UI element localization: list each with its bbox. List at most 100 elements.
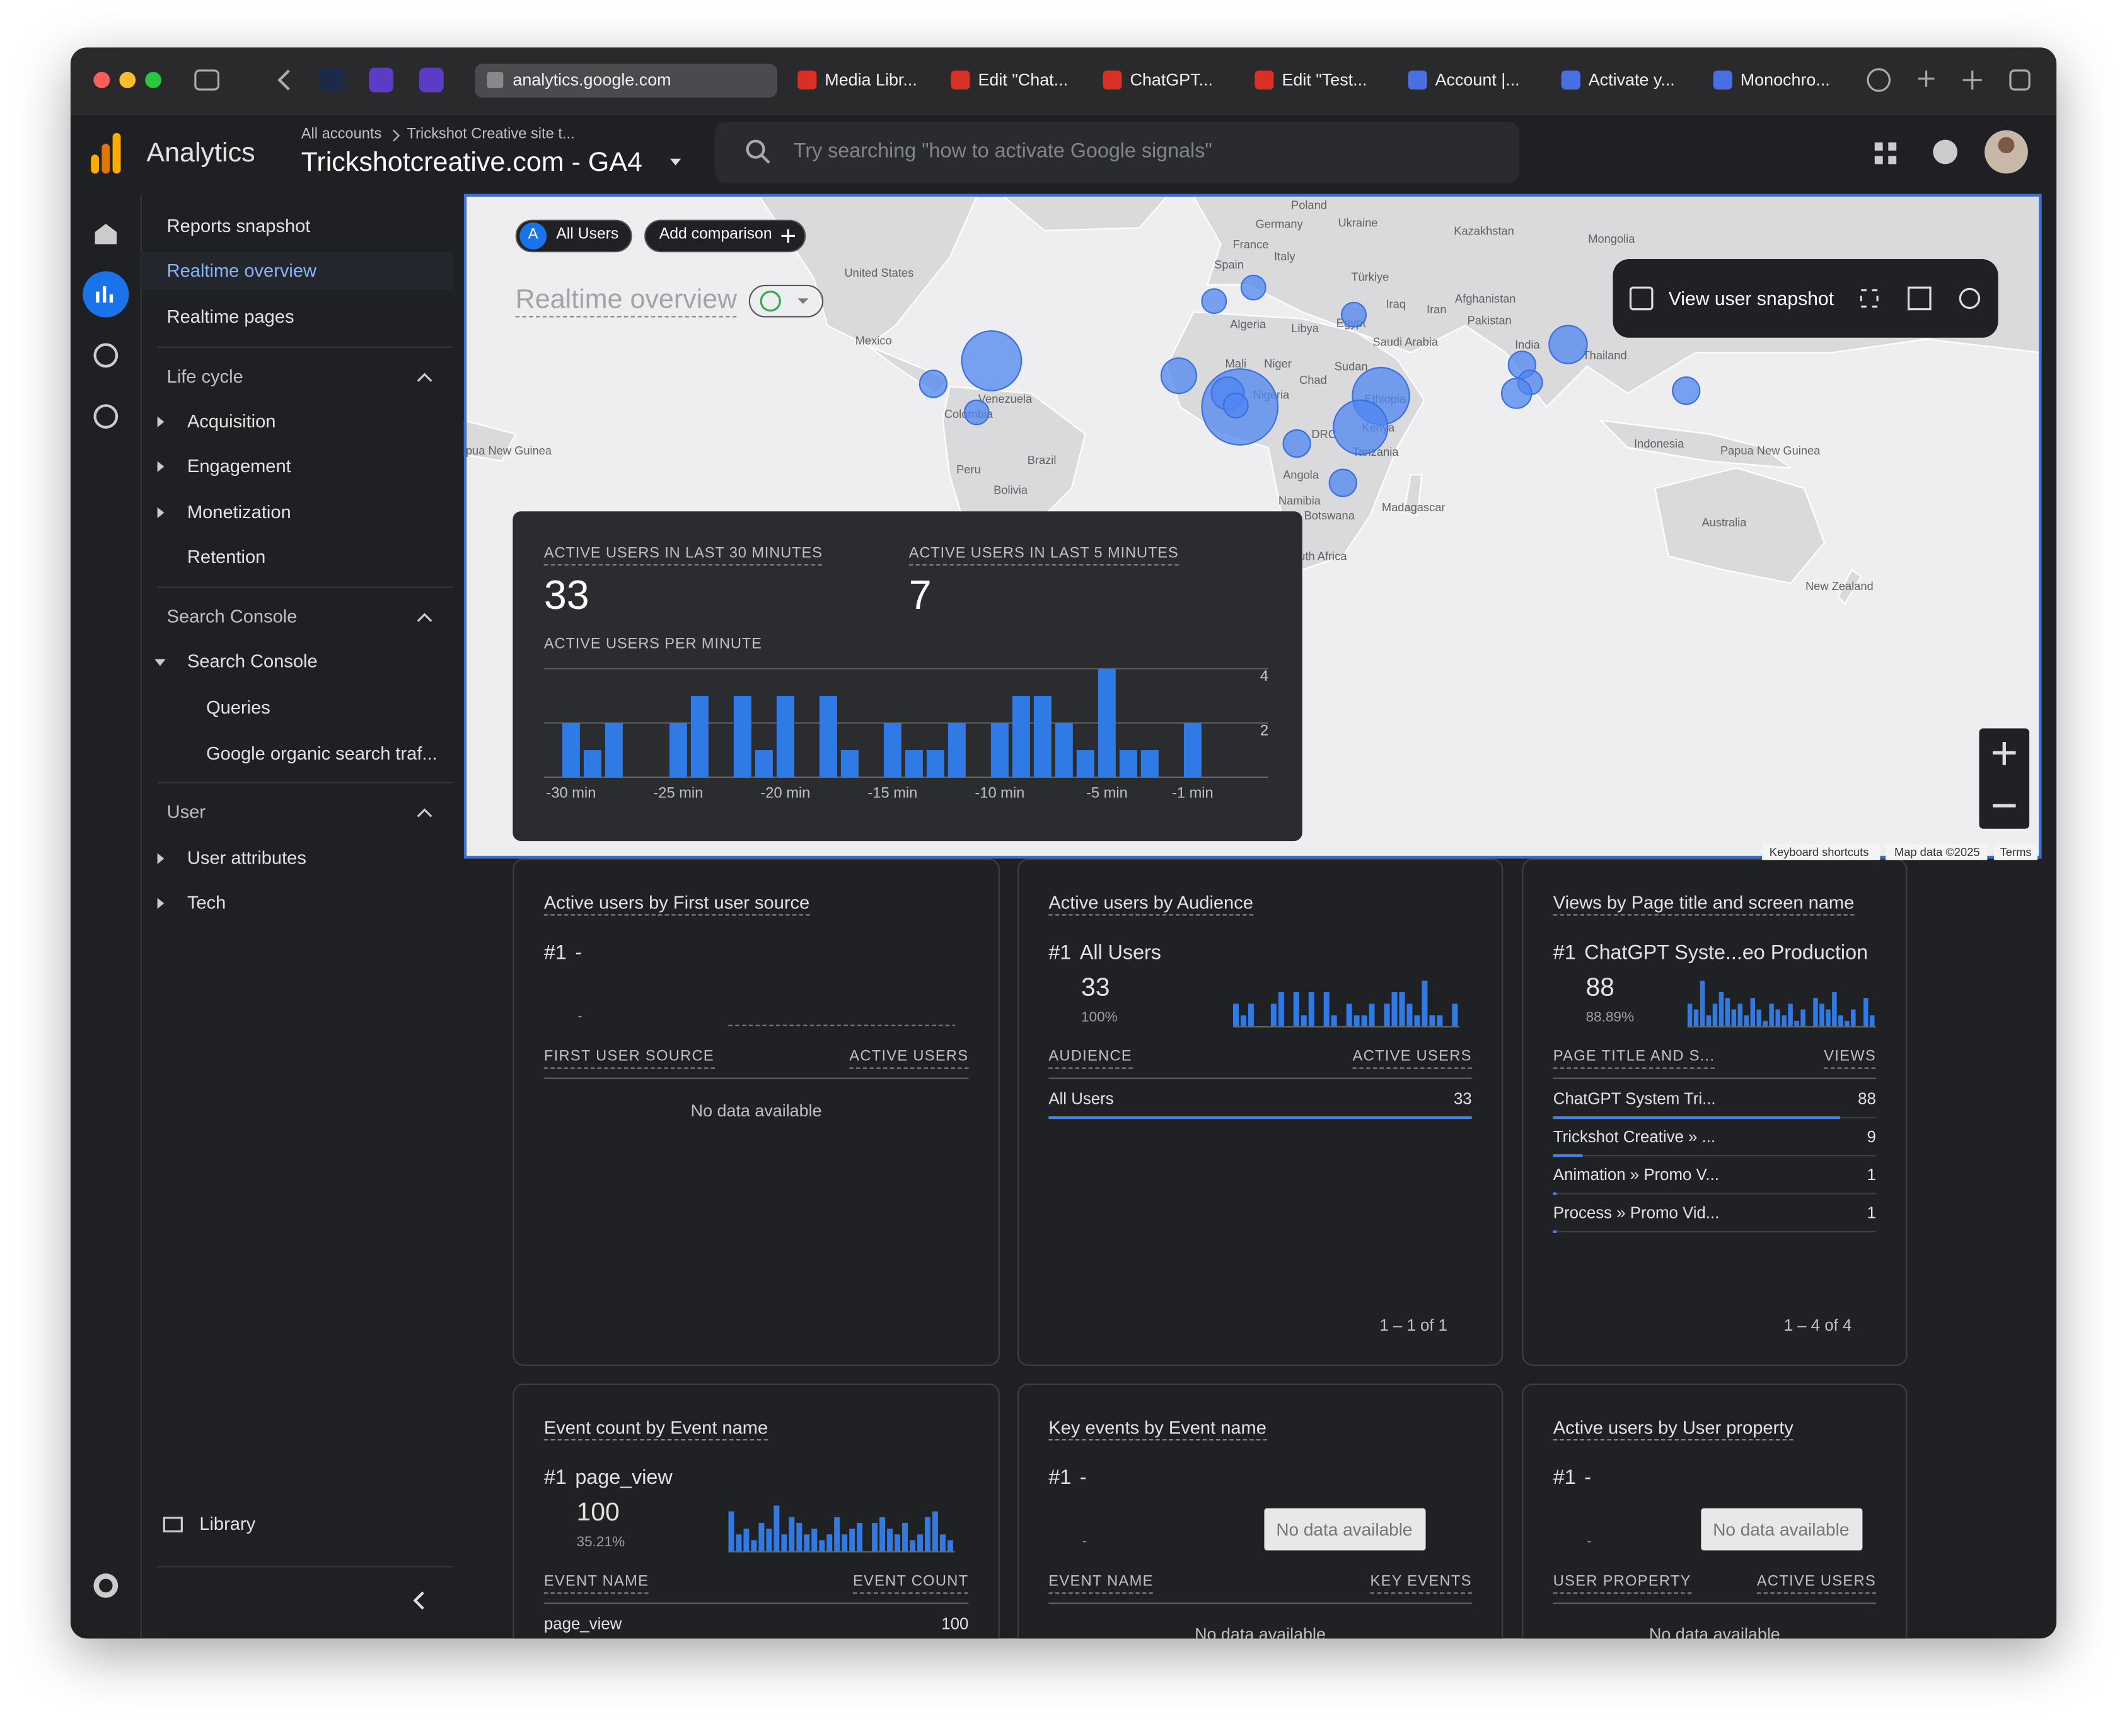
apps-icon[interactable] [1874, 142, 1897, 165]
tab-title[interactable]: ChatGPT... [1130, 69, 1214, 89]
nav-item[interactable]: User attributes [187, 847, 306, 868]
spark-bar [1794, 1021, 1799, 1027]
placeholder: - [1587, 1533, 1592, 1548]
share-icon[interactable] [1959, 287, 1981, 310]
tab-title[interactable]: Activate y... [1588, 69, 1675, 89]
breadcrumb[interactable]: Trickshot Creative site t... [407, 126, 575, 143]
pinned-tab[interactable] [369, 67, 394, 93]
spark-bar [1308, 992, 1314, 1027]
country-label: Niger [1264, 357, 1292, 370]
nav-item[interactable]: Tech [187, 892, 226, 913]
bar [605, 722, 623, 777]
tab-title[interactable]: Edit "Test... [1282, 69, 1367, 89]
nav-section[interactable]: Search Console [166, 606, 298, 627]
pinned-tab[interactable] [419, 67, 444, 93]
view-user-snapshot[interactable]: View user snapshot [1668, 287, 1834, 309]
tab-title[interactable]: Media Libr... [825, 69, 917, 89]
tab-title[interactable]: Account |... [1435, 69, 1520, 89]
add-comparison[interactable]: Add comparison [659, 226, 772, 243]
spark-bar [1725, 998, 1730, 1027]
top-item: All Users [1079, 941, 1161, 964]
spark-bar [872, 1522, 878, 1552]
settings-icon[interactable] [93, 1573, 119, 1598]
spark-bar [1452, 1004, 1458, 1027]
tab-title[interactable]: Edit "Chat... [978, 69, 1069, 89]
zoom-button[interactable] [145, 72, 162, 88]
nav-item[interactable]: Reports snapshot [166, 215, 311, 236]
nav-item[interactable]: Google organic search traf... [206, 743, 438, 764]
minimize-button[interactable] [119, 72, 136, 88]
breadcrumb[interactable]: All accounts [301, 126, 382, 143]
spark-bar [1384, 1004, 1390, 1027]
realtime-card [513, 511, 1302, 842]
spark-bar [849, 1529, 855, 1552]
logo-bar [91, 154, 100, 174]
active-tab[interactable] [475, 64, 777, 98]
nav-item[interactable]: Realtime overview [166, 260, 317, 281]
row-bar [1553, 1154, 1583, 1157]
nav-item[interactable]: Queries [206, 697, 270, 718]
tab-favicon [1103, 70, 1122, 90]
spark-bar [1700, 980, 1705, 1027]
spark-bar [1399, 992, 1405, 1027]
advertising-icon[interactable] [93, 404, 119, 429]
metric-label: ACTIVE USERS IN LAST 5 MINUTES [908, 546, 1179, 565]
back-button[interactable] [277, 69, 290, 91]
zoom-controls[interactable] [1979, 728, 2030, 829]
close-button[interactable] [93, 72, 110, 88]
spark-bar [1248, 1004, 1254, 1027]
rank: #1 [1048, 941, 1072, 964]
toolbar-icons [1918, 70, 1982, 90]
status-chip[interactable] [748, 284, 824, 318]
spark-bar [857, 1522, 863, 1552]
nav-item[interactable]: Acquisition [187, 410, 276, 432]
spark-bar [1293, 992, 1299, 1027]
property-caret[interactable] [669, 158, 681, 166]
tab-favicon [1713, 70, 1732, 90]
country-label: Papua New Guinea [1720, 444, 1821, 457]
row-bar [1553, 1192, 1556, 1195]
snapshot-icon[interactable] [1629, 286, 1654, 311]
tab-title[interactable]: analytics.google.com [513, 69, 671, 89]
spark-bar [1414, 1015, 1420, 1027]
spark-bar [1429, 1015, 1435, 1027]
tabs-overview[interactable] [2009, 69, 2031, 91]
nav-library[interactable]: Library [199, 1513, 256, 1534]
nav-item[interactable]: Engagement [187, 455, 291, 477]
nav-item[interactable]: Realtime pages [166, 306, 294, 327]
help-icon[interactable] [1933, 139, 1958, 165]
tab-title[interactable]: Monochro... [1740, 69, 1830, 89]
spark-bar [924, 1517, 930, 1552]
row-value: 100 [941, 1614, 969, 1633]
bar [733, 695, 751, 777]
nav-item[interactable]: Search Console [187, 651, 318, 671]
home-icon[interactable] [95, 224, 117, 245]
pinned-tab[interactable] [320, 67, 345, 93]
map-footer-link[interactable]: Map data ©2025 [1894, 845, 1980, 859]
segment-name[interactable]: All Users [556, 226, 619, 243]
split-icon[interactable] [1907, 286, 1932, 311]
fullscreen-icon[interactable] [1860, 289, 1879, 308]
downloads-icon[interactable] [1867, 68, 1891, 92]
nav-section[interactable]: User [166, 801, 206, 822]
top-value: 33 [1081, 973, 1110, 1002]
nav-item[interactable]: Monetization [187, 501, 291, 523]
property-name[interactable]: Trickshotcreative.com - GA4 [301, 148, 642, 178]
country-label: Namibia [1278, 494, 1321, 507]
bar [669, 722, 687, 777]
nav-item[interactable]: Retention [187, 546, 266, 567]
sidebar-toggle[interactable] [194, 69, 220, 91]
spark-bar [826, 1534, 833, 1552]
collapse-button[interactable] [413, 1591, 424, 1610]
map-footer-link[interactable]: Terms [2000, 845, 2032, 859]
search-box[interactable] [714, 122, 1520, 183]
bar [1098, 668, 1116, 777]
map-footer-link[interactable]: Keyboard shortcuts [1769, 845, 1869, 859]
column-header: KEY EVENTS [1370, 1574, 1472, 1594]
country-label: Mexico [855, 334, 892, 347]
bar [1183, 722, 1202, 777]
add-comparison-chip[interactable] [644, 219, 806, 253]
nav-section[interactable]: Life cycle [166, 366, 243, 387]
explore-icon[interactable] [93, 343, 119, 368]
metric-label: ACTIVE USERS IN LAST 30 MINUTES [543, 546, 823, 565]
